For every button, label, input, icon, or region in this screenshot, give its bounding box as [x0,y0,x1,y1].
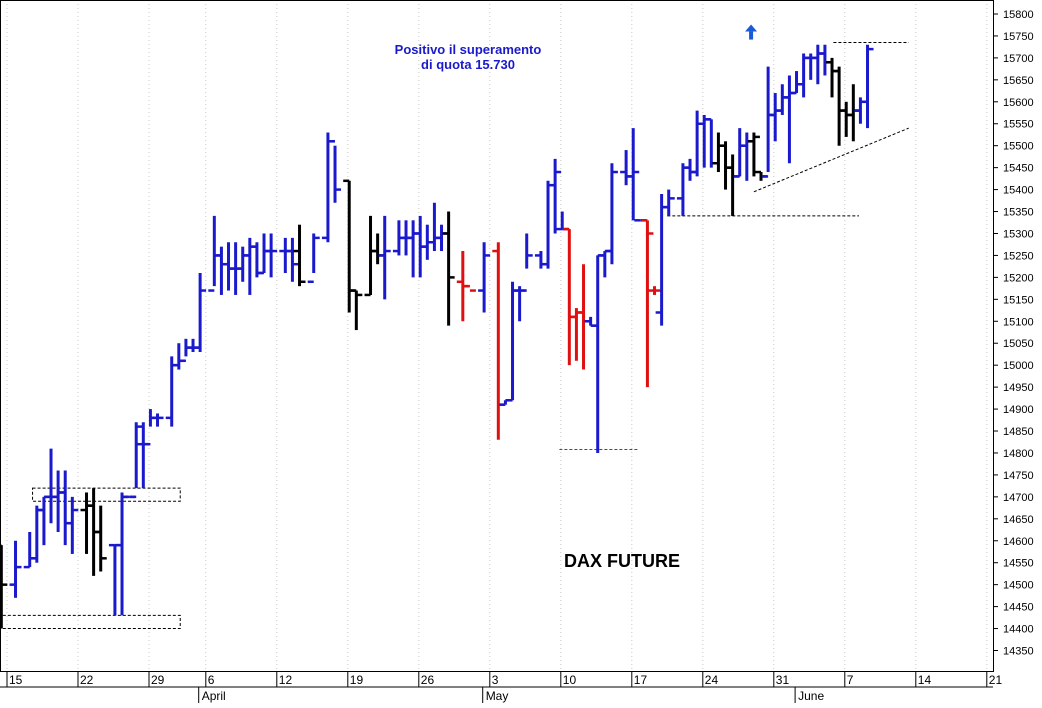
y-tick-label: 15600 [1003,97,1034,109]
y-tick-label: 15700 [1003,53,1034,65]
y-tick-label: 15200 [1003,272,1034,284]
annotation-line-1: Positivo il superamento [395,42,542,57]
month-label: June [798,689,824,703]
x-tick-label: 7 [847,673,854,687]
ohlc-bar [641,219,654,388]
y-tick-label: 15100 [1003,316,1034,328]
x-tick-label: 24 [705,673,719,687]
ohlc-bar [293,224,306,287]
y-tick-label: 15050 [1003,338,1034,350]
y-tick-label: 14900 [1003,404,1034,416]
ohlc-bars [0,44,874,629]
rising-trendline [753,127,909,193]
x-tick-label: 21 [989,673,1003,687]
x-tick-label: 12 [279,673,293,687]
range-box-upper [32,487,181,502]
x-tick-label: 10 [563,673,577,687]
annotation-line-2: di quota 15.730 [421,57,515,72]
ohlc-bar [463,284,476,292]
y-tick-label: 14550 [1003,558,1034,570]
x-tick-label: 26 [421,673,435,687]
y-tick-label: 15350 [1003,207,1034,219]
x-tick-label: 14 [918,673,932,687]
arrow-head [745,24,758,32]
y-tick-label: 14950 [1003,382,1034,394]
ohlc-bar [329,140,342,203]
y-tick-label: 14350 [1003,646,1034,658]
ohlc-bar [66,496,79,554]
up-arrow-icon [745,24,758,40]
x-tick-label: 6 [208,673,215,687]
y-tick-label: 14500 [1003,580,1034,592]
month-label: April [202,689,226,703]
y-tick-label: 15450 [1003,163,1034,175]
y-tick-label: 15800 [1003,9,1034,21]
x-tick-label: 17 [634,673,648,687]
y-tick-label: 15750 [1003,31,1034,43]
ohlc-bar [130,422,143,499]
ohlc-bar [378,215,391,300]
y-tick-label: 15550 [1003,119,1034,131]
ohlc-bar [605,163,618,265]
ohlc-bar [662,189,675,216]
ohlc-bar [9,540,22,598]
x-tick-label: 31 [776,673,790,687]
ohlc-bar [861,44,874,129]
ohlc-bar [151,413,164,427]
ohlc-bar [549,158,562,234]
ohlc-bar [307,233,320,284]
y-tick-label: 15150 [1003,294,1034,306]
y-tick-label: 14450 [1003,602,1034,614]
y-tick-label: 15500 [1003,141,1034,153]
y-tick-label: 14600 [1003,536,1034,548]
x-tick-label: 29 [151,673,165,687]
y-tick-label: 14850 [1003,426,1034,438]
y-tick-label: 15000 [1003,360,1034,372]
arrow-shaft [749,31,754,40]
y-tick-label: 14800 [1003,448,1034,460]
ohlc-bar [747,132,760,177]
ohlc-bar [286,237,299,282]
ohlc-bar [94,505,107,572]
x-tick-label: 3 [492,673,499,687]
y-tick-label: 15400 [1003,185,1034,197]
y-tick-label: 15250 [1003,250,1034,262]
ohlc-bar [442,211,455,326]
y-tick-label: 14400 [1003,624,1034,636]
ohlc-bar [478,242,491,313]
ohlc-bar [520,233,533,292]
y-tick-label: 15300 [1003,228,1034,240]
plot-frame [0,0,994,672]
y-tick-label: 14700 [1003,492,1034,504]
ohlc-bar [265,233,278,278]
guide-lines [0,42,909,630]
y-tick-label: 14650 [1003,514,1034,526]
ohlc-bar [194,272,207,353]
x-tick-label: 19 [350,673,364,687]
y-tick-label: 15650 [1003,75,1034,87]
ohlc-bar [627,128,640,221]
y-tick-label: 14750 [1003,470,1034,482]
x-tick-label: 22 [80,673,94,687]
ohlc-bar [648,286,661,295]
chart-title: DAX FUTURE [564,551,680,571]
ohlc-bar [350,289,363,331]
x-tick-label: 15 [9,673,23,687]
month-label: May [486,689,509,703]
